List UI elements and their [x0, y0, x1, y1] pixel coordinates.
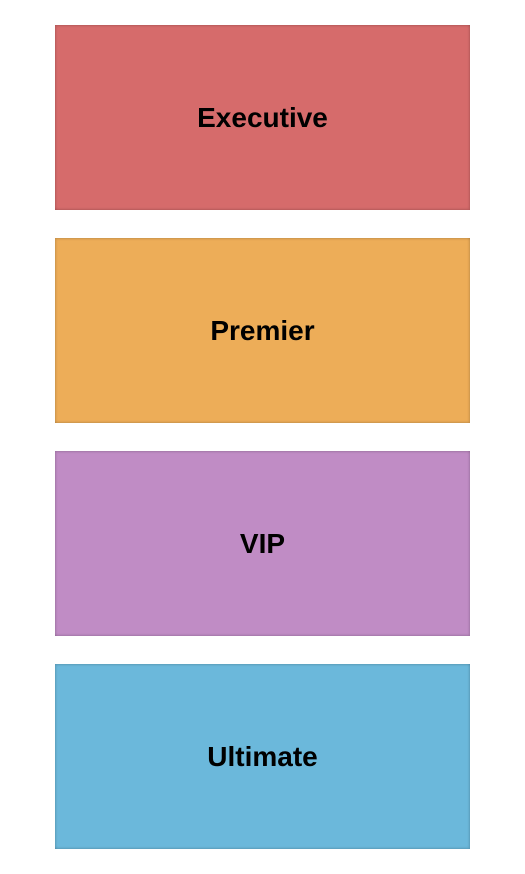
tier-block-premier: Premier	[55, 238, 470, 423]
tier-label: VIP	[240, 528, 285, 560]
tier-label: Premier	[210, 315, 314, 347]
tier-block-vip: VIP	[55, 451, 470, 636]
tier-container: Executive Premier VIP Ultimate	[0, 0, 525, 874]
tier-block-ultimate: Ultimate	[55, 664, 470, 849]
tier-label: Executive	[197, 102, 328, 134]
tier-label: Ultimate	[207, 741, 317, 773]
tier-block-executive: Executive	[55, 25, 470, 210]
